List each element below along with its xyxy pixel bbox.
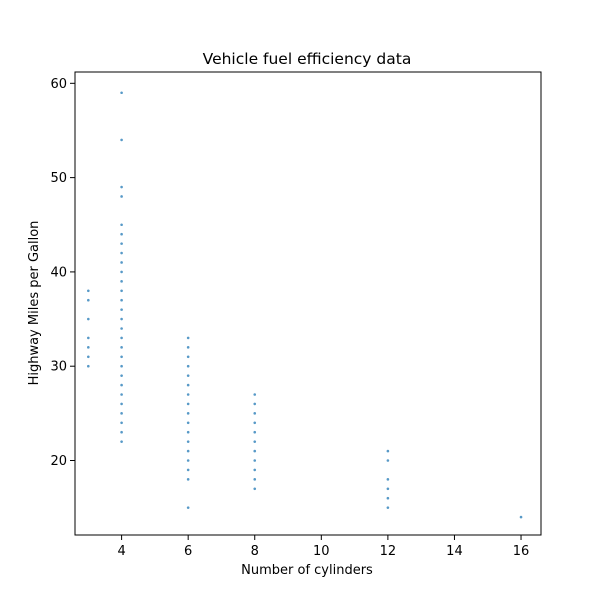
data-point — [253, 421, 257, 425]
data-point — [186, 430, 190, 434]
data-point — [253, 449, 257, 453]
data-point — [120, 195, 123, 198]
data-point — [87, 289, 90, 293]
y-tick-label: 60 — [50, 77, 67, 92]
data-point — [253, 487, 257, 491]
data-point — [253, 393, 257, 396]
y-tick-label: 20 — [50, 454, 67, 469]
data-point — [120, 232, 123, 236]
data-point — [120, 383, 123, 387]
data-point — [186, 393, 190, 396]
data-point — [120, 355, 123, 359]
data-point — [386, 487, 390, 491]
data-point — [120, 317, 123, 321]
y-tick-label: 40 — [50, 265, 67, 280]
data-point — [87, 336, 90, 340]
data-point — [120, 138, 123, 142]
data-point — [253, 412, 257, 415]
chart-title: Vehicle fuel efficiency data — [203, 50, 412, 68]
data-point — [386, 478, 390, 481]
points-layer — [87, 91, 523, 519]
data-point — [120, 308, 123, 311]
data-point — [253, 402, 257, 406]
data-point — [120, 374, 123, 377]
data-point — [519, 515, 523, 519]
data-point — [87, 317, 90, 321]
data-point — [253, 430, 257, 434]
data-point — [120, 223, 123, 227]
data-point — [186, 506, 190, 509]
data-point — [120, 270, 123, 274]
data-point — [120, 402, 123, 406]
y-axis-title: Highway Miles per Gallon — [27, 221, 42, 386]
data-point — [120, 289, 123, 293]
x-tick-label: 10 — [313, 544, 330, 559]
data-point — [120, 440, 123, 443]
data-point — [120, 261, 123, 264]
data-point — [120, 280, 123, 283]
data-point — [120, 242, 123, 245]
data-point — [120, 185, 123, 189]
data-point — [120, 364, 123, 368]
data-point — [186, 402, 190, 406]
data-point — [120, 298, 123, 302]
y-axis-ticks: 20 30 40 50 60 — [50, 77, 75, 469]
data-point — [186, 412, 190, 415]
data-point — [253, 478, 257, 481]
data-point — [186, 383, 190, 387]
x-tick-label: 8 — [251, 544, 259, 559]
data-point — [253, 468, 257, 472]
data-point — [386, 506, 390, 509]
x-tick-label: 4 — [117, 544, 125, 559]
data-point — [87, 298, 90, 302]
y-tick-label: 30 — [50, 360, 67, 375]
data-point — [87, 346, 90, 349]
data-point — [120, 412, 123, 415]
data-point — [186, 374, 190, 377]
x-tick-label: 14 — [446, 544, 463, 559]
data-point — [120, 251, 123, 255]
data-point — [186, 355, 190, 359]
data-point — [186, 449, 190, 453]
data-point — [186, 421, 190, 425]
data-point — [120, 421, 123, 425]
data-point — [120, 430, 123, 434]
data-point — [253, 440, 257, 443]
data-point — [120, 336, 123, 340]
data-point — [120, 91, 123, 95]
x-axis-ticks: 4 6 8 10 12 14 16 — [117, 535, 529, 559]
data-point — [186, 468, 190, 472]
data-point — [87, 355, 90, 359]
data-point — [186, 346, 190, 349]
data-point — [120, 327, 123, 330]
x-tick-label: 12 — [380, 544, 397, 559]
y-tick-label: 50 — [50, 171, 67, 186]
data-point — [386, 496, 390, 500]
data-point — [386, 459, 390, 462]
x-axis-title: Number of cylinders — [241, 563, 373, 578]
data-point — [186, 478, 190, 481]
data-point — [253, 459, 257, 462]
plot-frame — [74, 71, 542, 536]
data-point — [120, 393, 123, 396]
data-point — [87, 364, 90, 368]
data-point — [186, 336, 190, 340]
data-point — [186, 364, 190, 368]
x-tick-label: 6 — [184, 544, 192, 559]
x-tick-label: 16 — [513, 544, 530, 559]
data-point — [186, 459, 190, 462]
data-point — [186, 440, 190, 443]
data-point — [386, 449, 390, 453]
data-point — [120, 346, 123, 349]
